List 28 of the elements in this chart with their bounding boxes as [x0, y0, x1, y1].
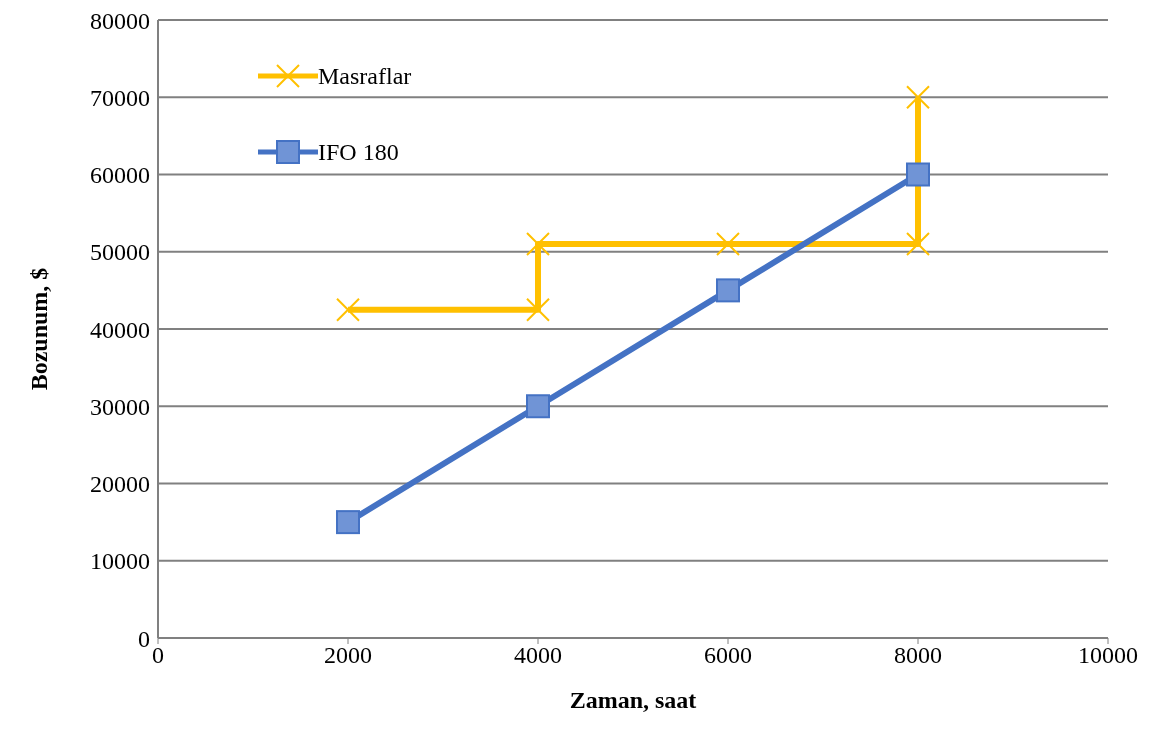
y-tick-label: 60000 [90, 162, 150, 189]
point [526, 394, 550, 419]
point [526, 232, 550, 257]
point [526, 297, 550, 322]
point [336, 510, 360, 535]
y-axis-title: Bozunum, $ [25, 267, 52, 391]
x-tick-label: 8000 [894, 642, 942, 669]
y-tick-label: 10000 [90, 548, 150, 575]
x-tick-label: 4000 [514, 642, 562, 669]
y-tick-label: 40000 [90, 316, 150, 343]
legend-label: IFO 180 [318, 138, 399, 166]
x-tick-label: 6000 [704, 642, 752, 669]
y-tick-label: 30000 [90, 393, 150, 420]
point [906, 85, 930, 110]
point [336, 297, 360, 322]
x-tick-label: 10000 [1078, 642, 1138, 669]
point [716, 232, 740, 257]
point [906, 162, 930, 187]
x-axis-title: Zaman, saat [569, 687, 697, 713]
y-tick-label: 70000 [90, 84, 150, 111]
x-tick-label: 2000 [324, 642, 372, 669]
y-tick-label: 20000 [90, 471, 150, 498]
y-tick-label: 0 [138, 625, 150, 652]
point [716, 278, 740, 303]
legend-label: Masraflar [318, 62, 412, 90]
y-tick-label: 80000 [90, 7, 150, 34]
y-tick-label: 50000 [90, 239, 150, 266]
point [906, 232, 930, 257]
